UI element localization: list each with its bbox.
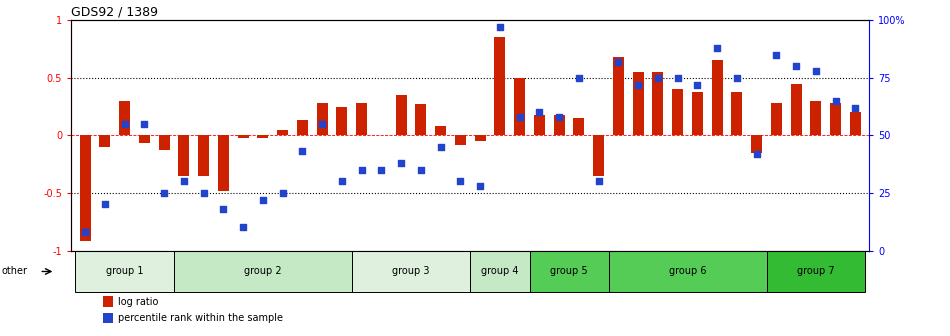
Point xyxy=(512,114,527,120)
Bar xyxy=(199,135,209,176)
Text: group 5: group 5 xyxy=(550,266,588,277)
Bar xyxy=(529,251,609,292)
Bar xyxy=(257,135,268,138)
Bar xyxy=(771,103,782,135)
Bar xyxy=(732,92,742,135)
Bar xyxy=(356,103,367,135)
Bar xyxy=(593,135,604,176)
Point xyxy=(710,45,725,50)
Point xyxy=(591,179,606,184)
Bar xyxy=(435,126,446,135)
Point xyxy=(808,68,824,74)
Bar xyxy=(470,251,529,292)
Point xyxy=(690,82,705,87)
Point xyxy=(275,190,290,196)
Bar xyxy=(75,251,174,292)
Bar xyxy=(494,37,505,135)
Point xyxy=(78,229,93,235)
Point xyxy=(453,179,468,184)
Point xyxy=(216,206,231,212)
Point xyxy=(788,64,804,69)
Point xyxy=(749,151,764,157)
Bar xyxy=(830,103,841,135)
Bar xyxy=(850,112,861,135)
Bar xyxy=(712,60,723,135)
Point xyxy=(393,160,408,166)
Bar xyxy=(104,312,113,323)
Point xyxy=(769,52,784,57)
Bar xyxy=(159,135,169,150)
Text: group 2: group 2 xyxy=(244,266,281,277)
Bar xyxy=(396,95,407,135)
Point xyxy=(413,167,428,173)
Point xyxy=(730,75,745,80)
Point xyxy=(552,114,567,120)
Point xyxy=(611,59,626,64)
Point xyxy=(373,167,389,173)
Bar xyxy=(455,135,465,144)
Point xyxy=(670,75,685,80)
Bar xyxy=(673,89,683,135)
Bar xyxy=(613,57,624,135)
Bar xyxy=(238,135,249,138)
Text: group 4: group 4 xyxy=(481,266,519,277)
Bar xyxy=(297,120,308,135)
Text: percentile rank within the sample: percentile rank within the sample xyxy=(118,312,282,323)
Text: group 3: group 3 xyxy=(392,266,429,277)
Bar xyxy=(633,72,643,135)
Bar xyxy=(534,115,544,135)
Point xyxy=(532,110,547,115)
Bar xyxy=(277,130,288,135)
Point xyxy=(177,179,192,184)
Bar xyxy=(174,251,352,292)
Point xyxy=(137,121,152,127)
Point xyxy=(196,190,211,196)
Text: group 1: group 1 xyxy=(105,266,143,277)
Bar xyxy=(104,296,113,307)
Text: group 7: group 7 xyxy=(797,266,835,277)
Point xyxy=(631,82,646,87)
Point xyxy=(236,225,251,230)
Bar xyxy=(653,72,663,135)
Point xyxy=(354,167,370,173)
Bar xyxy=(80,135,90,241)
Text: other: other xyxy=(1,266,28,277)
Bar xyxy=(336,107,348,135)
Bar xyxy=(352,251,470,292)
Bar xyxy=(790,84,802,135)
Point xyxy=(828,98,844,103)
Point xyxy=(294,149,310,154)
Point xyxy=(651,75,666,80)
Point xyxy=(334,179,350,184)
Bar xyxy=(119,101,130,135)
Bar xyxy=(609,251,767,292)
Point xyxy=(472,183,487,189)
Point xyxy=(117,121,132,127)
Point xyxy=(571,75,586,80)
Text: log ratio: log ratio xyxy=(118,297,158,307)
Point xyxy=(492,25,507,30)
Point xyxy=(314,121,330,127)
Bar xyxy=(139,135,150,143)
Point xyxy=(433,144,448,150)
Bar xyxy=(100,135,110,147)
Bar xyxy=(767,251,865,292)
Point xyxy=(847,105,863,111)
Bar xyxy=(218,135,229,191)
Text: group 6: group 6 xyxy=(669,266,706,277)
Point xyxy=(256,197,271,203)
Text: GDS92 / 1389: GDS92 / 1389 xyxy=(71,6,159,19)
Point xyxy=(97,202,112,207)
Point xyxy=(157,190,172,196)
Bar xyxy=(179,135,189,176)
Bar xyxy=(475,135,485,141)
Bar xyxy=(415,104,427,135)
Bar xyxy=(316,103,328,135)
Bar xyxy=(751,135,762,153)
Bar xyxy=(554,115,564,135)
Bar xyxy=(514,78,525,135)
Bar xyxy=(810,101,822,135)
Bar xyxy=(574,118,584,135)
Bar xyxy=(692,92,703,135)
